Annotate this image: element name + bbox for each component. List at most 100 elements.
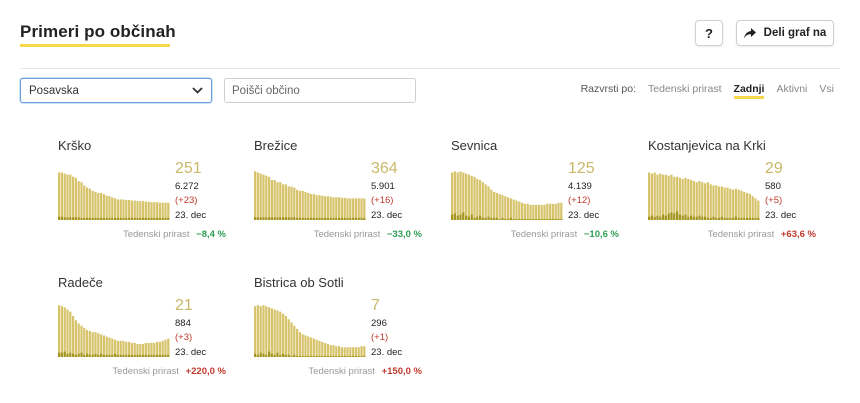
sparkline-new-cases-bar (743, 217, 746, 220)
sparkline-new-cases-bar (329, 217, 332, 220)
sparkline-bar (453, 171, 456, 220)
sparkline-bar (470, 175, 473, 220)
sparkline-new-cases-bar (715, 217, 718, 220)
weekly-growth-label: Tedenski prirast (308, 366, 375, 377)
sparkline-new-cases-bar (470, 214, 473, 220)
sparkline-bar (706, 182, 709, 220)
sparkline-bar (690, 180, 693, 220)
sparkline-new-cases-bar (293, 354, 296, 357)
sparkline-bar (307, 336, 310, 357)
sparkline-new-cases-bar (354, 217, 357, 220)
sparkline-new-cases-bar (80, 352, 83, 357)
sparkline-new-cases-bar (740, 217, 743, 220)
sparkline-new-cases-bar (729, 217, 732, 220)
sparkline-new-cases-bar (158, 354, 161, 357)
sparkline-bar (743, 191, 746, 220)
municipality-card[interactable]: Kostanjevica na Krki 29 580 (+5) 23. dec… (648, 138, 818, 248)
sparkline-new-cases-bar (128, 354, 131, 357)
sparkline-new-cases-bar (501, 217, 504, 220)
region-select[interactable]: Posavska (20, 78, 212, 103)
sort-option-latest[interactable]: Zadnji (733, 83, 765, 99)
sparkline-bar (167, 202, 170, 220)
sparkline-bar (158, 341, 161, 357)
sparkline-new-cases-bar (298, 217, 301, 220)
sparkline-bar (751, 196, 754, 220)
weekly-growth: Tedenski prirast +63,6 % (708, 229, 816, 240)
sparkline-new-cases-bar (321, 355, 324, 357)
sort-option-active[interactable]: Aktivni (776, 83, 808, 95)
sparkline-bar (119, 340, 122, 357)
sparkline-new-cases-bar (335, 355, 338, 357)
sparkline-bar (102, 335, 105, 357)
sparkline-new-cases-bar (338, 355, 341, 357)
sparkline-new-cases-bar (125, 217, 128, 220)
sparkline-bar (287, 319, 290, 357)
sparkline-bar (656, 174, 659, 220)
sparkline-new-cases-bar (114, 353, 117, 357)
sparkline-bar (111, 338, 114, 357)
share-button[interactable]: Deli graf na (736, 20, 834, 46)
municipality-card[interactable]: Sevnica 125 4.139 (+12) 23. dec Tedenski… (451, 138, 621, 248)
sparkline-bar (326, 196, 329, 220)
sparkline-new-cases-bar (704, 216, 707, 220)
sparkline-new-cases-bar (659, 216, 662, 220)
daily-delta: (+16) (371, 195, 394, 206)
sparkline-new-cases-bar (509, 217, 512, 220)
sparkline-bar (66, 309, 69, 357)
sparkline-bar (133, 342, 136, 357)
sparkline-new-cases-bar (142, 354, 145, 357)
sparkline-new-cases-bar (114, 217, 117, 220)
sparkline-new-cases-bar (296, 217, 299, 220)
sparkline-bar (338, 197, 341, 220)
sparkline-new-cases-bar (153, 354, 156, 357)
sparkline-bar (290, 186, 293, 220)
sparkline-bar (114, 198, 117, 220)
municipality-card[interactable]: Bistrica ob Sotli 7 296 (+1) 23. dec Ted… (254, 275, 424, 385)
sparkline-new-cases-bar (144, 354, 147, 357)
active-cases: 251 (175, 160, 202, 177)
sparkline-new-cases-bar (648, 216, 651, 220)
sparkline-new-cases-bar (290, 355, 293, 357)
sparkline-bar (692, 181, 695, 220)
sort-bar: Razvrsti po: Tedenski prirast Zadnji Akt… (581, 83, 834, 99)
sparkline-bar (58, 172, 61, 220)
sparkline-bar (340, 197, 343, 220)
municipality-search-input[interactable] (224, 78, 416, 103)
sparkline-bar (256, 172, 259, 220)
sparkline-new-cases-bar (451, 214, 454, 220)
sort-option-all[interactable]: Vsi (819, 83, 834, 95)
sparkline-bar (354, 347, 357, 357)
sparkline-bar (340, 347, 343, 357)
sparkline-bar (526, 203, 529, 220)
municipality-card[interactable]: Krško 251 6.272 (+23) 23. dec Tedenski p… (58, 138, 228, 248)
sparkline-bar (147, 342, 150, 357)
sparkline-bar (462, 172, 465, 220)
sparkline-new-cases-bar (551, 218, 554, 220)
sparkline-new-cases-bar (465, 215, 468, 220)
sparkline-new-cases-bar (726, 217, 729, 220)
sparkline-new-cases-bar (147, 354, 150, 357)
municipality-card[interactable]: Radeče 21 884 (+3) 23. dec Tedenski prir… (58, 275, 228, 385)
sparkline-bar (304, 335, 307, 357)
sparkline-new-cases-bar (66, 353, 69, 357)
municipality-card[interactable]: Brežice 364 5.901 (+16) 23. dec Tedenski… (254, 138, 424, 248)
sparkline-new-cases-bar (298, 355, 301, 357)
sparkline-new-cases-bar (133, 354, 136, 357)
sparkline-chart (254, 171, 366, 220)
sparkline-new-cases-bar (349, 217, 352, 220)
sparkline-new-cases-bar (74, 217, 77, 220)
help-button[interactable]: ? (695, 20, 723, 46)
sparkline-new-cases-bar (164, 217, 167, 220)
sparkline-bar (343, 197, 346, 220)
sort-option-weekly-growth[interactable]: Tedenski prirast (648, 83, 722, 95)
sparkline-bar (326, 344, 329, 357)
sparkline-bar (498, 194, 501, 220)
sparkline-new-cases-bar (100, 217, 103, 220)
sparkline-bar (712, 185, 715, 220)
sparkline-bar (310, 194, 313, 220)
sparkline-new-cases-bar (310, 355, 313, 357)
sparkline-bar (363, 198, 366, 220)
sparkline-bar (551, 203, 554, 220)
weekly-growth-label: Tedenski prirast (707, 229, 775, 240)
sparkline-bar (684, 177, 687, 220)
